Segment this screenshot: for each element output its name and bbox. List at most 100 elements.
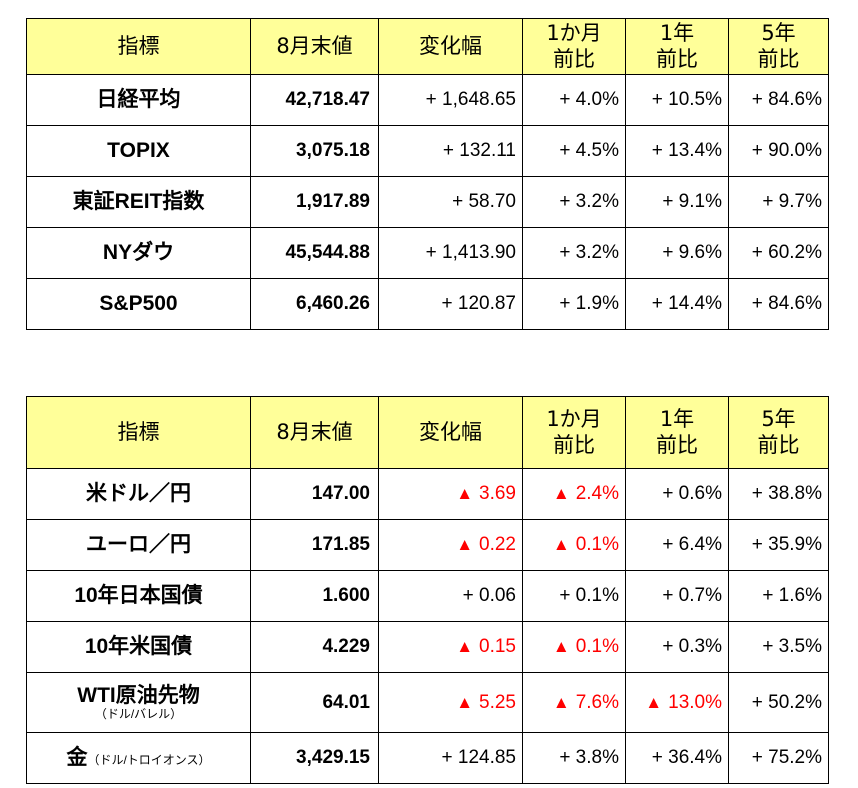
- year1-cell-value: + 0.7%: [662, 585, 722, 606]
- change-cell-value: 0.22: [479, 534, 516, 555]
- year1-cell-value: + 10.5%: [651, 89, 722, 110]
- end-value: 171.85: [250, 519, 379, 571]
- month1-cell-value: 2.4%: [575, 483, 619, 504]
- end-value: 6,460.26: [250, 278, 379, 330]
- year5-cell: + 60.2%: [728, 227, 829, 279]
- year1-cell-value: + 9.6%: [662, 242, 722, 263]
- month1-cell-value: 7.6%: [575, 691, 619, 713]
- indicator-name: NYダウ: [26, 227, 251, 279]
- end-value: 147.00: [250, 468, 379, 520]
- year1-cell: + 10.5%: [625, 74, 729, 126]
- indicator-name: 東証REIT指数: [26, 176, 251, 228]
- indicator-unit: （ドル/トロイオンス）: [87, 752, 211, 767]
- indicator-name-text: 10年米国債: [84, 634, 193, 658]
- header-1year-line2: 前比: [656, 432, 698, 457]
- table-row: 日経平均 42,718.47 + 1,648.65 + 4.0% + 10.5% + 84…: [26, 74, 829, 126]
- year5-cell: + 9.7%: [728, 176, 829, 228]
- table-row: S&P500 6,460.26 + 120.87 + 1.9% + 14.4% + 84.…: [26, 278, 829, 330]
- year5-cell: + 35.9%: [728, 519, 829, 571]
- change-cell-value: + 120.87: [441, 293, 517, 314]
- year1-cell: + 36.4%: [625, 732, 729, 784]
- month1-cell: ▲ 7.6%: [522, 672, 626, 733]
- table-row: NYダウ 45,544.88 + 1,413.90 + 3.2% + 9.6% + 60.…: [26, 227, 829, 279]
- table-row: 10年日本国債 1.600 + 0.06 + 0.1% + 0.7% + 1.6%: [26, 570, 829, 622]
- header-5year-line2: 前比: [757, 46, 800, 71]
- stock-indices-table: 指標 8月末値 変化幅 1か月 前比 1年 前比 5年 前比 日経平均 42,718.4…: [26, 18, 829, 330]
- month1-cell-value: + 0.1%: [559, 585, 619, 606]
- month1-cell: + 0.1%: [522, 570, 626, 622]
- header-1month: 1か月 前比: [522, 18, 626, 75]
- change-cell: + 0.06: [378, 570, 523, 622]
- end-value: 4.229: [250, 621, 379, 673]
- month1-cell: ▲ 2.4%: [522, 468, 626, 520]
- fx-rates-commodities-table: 指標 8月末値 変化幅 1か月 前比 1年 前比 5年 前比 米ドル／円 147.00 ▲…: [26, 396, 829, 784]
- down-triangle-icon: ▲: [552, 692, 570, 712]
- indicator-name-text: S&P500: [99, 291, 178, 315]
- month1-cell: + 3.8%: [522, 732, 626, 784]
- year1-cell-value: + 6.4%: [662, 534, 722, 555]
- down-triangle-icon: ▲: [552, 535, 570, 554]
- indicator-name-text: 日経平均: [96, 87, 181, 111]
- indicator-name-text: TOPIX: [107, 138, 170, 162]
- month1-cell-value: 0.1%: [575, 636, 619, 657]
- indicator-name: 日経平均: [26, 74, 251, 126]
- header-change: 変化幅: [378, 18, 523, 75]
- table-row: 金（ドル/トロイオンス） 3,429.15 + 124.85 + 3.8% + 36.4…: [26, 732, 829, 784]
- header-5year: 5年 前比: [728, 396, 829, 469]
- year1-cell: ▲ 13.0%: [625, 672, 729, 733]
- indicator-name: TOPIX: [26, 125, 251, 177]
- header-indicator: 指標: [26, 396, 251, 469]
- year5-cell: + 3.5%: [728, 621, 829, 673]
- month1-cell-value: 0.1%: [575, 534, 619, 555]
- month1-cell-value: + 3.2%: [559, 191, 619, 212]
- down-triangle-icon: ▲: [456, 484, 474, 503]
- header-1year: 1年 前比: [625, 396, 729, 469]
- year5-cell-value: + 90.0%: [751, 140, 822, 161]
- table-row: TOPIX 3,075.18 + 132.11 + 4.5% + 13.4% + 90.0…: [26, 125, 829, 177]
- change-cell: ▲ 0.15: [378, 621, 523, 673]
- year5-cell-value: + 3.5%: [762, 636, 822, 657]
- table-row: 10年米国債 4.229 ▲ 0.15 ▲ 0.1% + 0.3% + 3.5%: [26, 621, 829, 673]
- year5-cell-value: + 35.9%: [751, 534, 822, 555]
- change-cell: + 132.11: [378, 125, 523, 177]
- indicator-unit: （ドル/バレル）: [94, 706, 183, 721]
- year5-cell: + 50.2%: [728, 672, 829, 733]
- table-row: 東証REIT指数 1,917.89 + 58.70 + 3.2% + 9.1% + 9.7…: [26, 176, 829, 228]
- change-cell-value: + 0.06: [462, 585, 516, 606]
- header-1month: 1か月 前比: [522, 396, 626, 469]
- change-cell-value: 3.69: [479, 483, 516, 504]
- month1-cell-value: + 3.2%: [559, 242, 619, 263]
- indicator-name-text: 10年日本国債: [74, 583, 203, 607]
- header-1year-line1: 1年: [659, 21, 695, 46]
- indicator-name: S&P500: [26, 278, 251, 330]
- month1-cell: + 4.0%: [522, 74, 626, 126]
- year1-cell: + 9.6%: [625, 227, 729, 279]
- year1-cell-value: + 9.1%: [662, 191, 722, 212]
- table-row: WTI原油先物 （ドル/バレル） 64.01 ▲ 5.25 ▲ 7.6% ▲ 13.0% + 50…: [26, 672, 829, 733]
- year1-cell-value: + 0.3%: [662, 636, 722, 657]
- change-cell-value: + 124.85: [441, 747, 517, 768]
- header-1year-line1: 1年: [659, 407, 695, 432]
- header-1month-line2: 前比: [553, 432, 595, 457]
- year1-cell: + 14.4%: [625, 278, 729, 330]
- indicator-name: 10年日本国債: [26, 570, 251, 622]
- year5-cell-value: + 75.2%: [751, 747, 822, 768]
- header-change: 変化幅: [378, 396, 523, 469]
- indicator-name-text: 東証REIT指数: [72, 189, 205, 213]
- indicator-name-text: 米ドル／円: [86, 481, 191, 505]
- header-1year: 1年 前比: [625, 18, 729, 75]
- year1-cell-value: 13.0%: [668, 691, 722, 713]
- indicator-name: 米ドル／円: [26, 468, 251, 520]
- down-triangle-icon: ▲: [456, 637, 474, 656]
- header-5year: 5年 前比: [728, 18, 829, 75]
- change-cell-value: + 132.11: [442, 140, 516, 161]
- year5-cell-value: + 60.2%: [751, 242, 822, 263]
- month1-cell: + 1.9%: [522, 278, 626, 330]
- year5-cell-value: + 1.6%: [762, 585, 822, 606]
- year1-cell-value: + 0.6%: [662, 483, 722, 504]
- down-triangle-icon: ▲: [456, 692, 474, 712]
- change-cell-value: 5.25: [479, 691, 516, 713]
- change-cell: + 1,648.65: [378, 74, 523, 126]
- change-cell: ▲ 5.25: [378, 672, 523, 733]
- change-cell-value: + 58.70: [452, 191, 516, 212]
